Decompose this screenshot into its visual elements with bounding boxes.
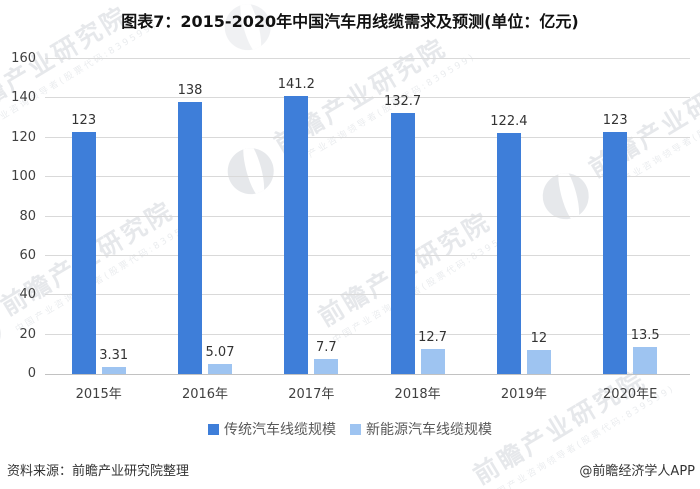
y-axis-tick-label: 120 (11, 129, 36, 145)
value-label: 12.7 (418, 329, 448, 345)
x-axis-tick-label: 2020年E (603, 387, 658, 402)
y-axis-tick-label: 80 (19, 208, 36, 224)
gridline (45, 294, 690, 296)
y-axis-tick-label: 60 (19, 247, 36, 263)
x-axis-tick-label: 2018年 (394, 387, 441, 402)
value-label: 141.2 (277, 77, 315, 92)
gridline (45, 215, 690, 217)
value-label: 132.7 (383, 93, 422, 109)
value-label: 122.4 (490, 114, 528, 130)
x-axis-tick-label: 2019年 (500, 387, 547, 402)
bar-new-energy (420, 349, 445, 374)
gridline (45, 58, 690, 59)
x-axis-tick-label: 2017年 (288, 387, 335, 402)
chart-title: 图表7：2015-2020年中国汽车用线缆需求及预测(单位：亿元) (121, 12, 579, 31)
bar-traditional (71, 131, 96, 374)
y-axis-tick-label: 40 (19, 287, 36, 303)
bar-new-energy (208, 364, 232, 374)
legend-swatch (208, 423, 219, 435)
bar-traditional (178, 102, 202, 374)
value-label: 123 (71, 112, 97, 128)
value-label: 12 (530, 331, 548, 347)
bar-new-energy (633, 347, 658, 374)
y-axis-tick-label: 160 (11, 51, 36, 66)
legend-swatch (350, 423, 361, 435)
legend: 传统汽车线缆规模 新能源汽车线缆规模 (0, 419, 700, 439)
gridline (45, 136, 690, 138)
legend-item: 传统汽车线缆规模 (208, 419, 336, 439)
credit-text: @前瞻经济学人APP (579, 464, 695, 479)
value-label: 5.07 (205, 345, 235, 361)
gridline (45, 254, 690, 256)
legend-item: 新能源汽车线缆规模 (350, 419, 492, 439)
y-axis-tick-label: 100 (11, 169, 36, 185)
plot-area: 123 3.31 138 5.07 141.2 7.7 132.7 12.7 122.4 12 12… (45, 58, 690, 375)
bar-traditional (496, 133, 521, 374)
source-text: 资料来源：前瞻产业研究院整理 (7, 464, 190, 479)
gridline (45, 333, 690, 335)
bar-traditional (603, 131, 628, 374)
bar-new-energy (526, 350, 551, 374)
value-label: 7.7 (315, 339, 337, 355)
bar-new-energy (101, 367, 126, 374)
y-axis-tick-label: 20 (19, 326, 36, 342)
bar-traditional (284, 96, 309, 374)
gridline (45, 176, 690, 178)
legend-label: 新能源汽车线缆规模 (366, 422, 492, 438)
value-label: 13.5 (630, 328, 660, 344)
legend-label: 传统汽车线缆规模 (224, 422, 336, 438)
value-label: 123 (602, 112, 628, 128)
value-label: 138 (177, 83, 203, 99)
x-axis-tick-label: 2015年 (75, 387, 122, 402)
y-axis-tick-label: 0 (27, 366, 36, 381)
x-axis-tick-label: 2016年 (181, 387, 229, 402)
value-label: 3.31 (99, 348, 129, 364)
x-axis-line (45, 374, 690, 375)
bar-new-energy (314, 358, 339, 374)
gridline (45, 97, 690, 99)
bar-traditional (390, 112, 415, 374)
y-axis-tick-label: 140 (11, 90, 36, 106)
